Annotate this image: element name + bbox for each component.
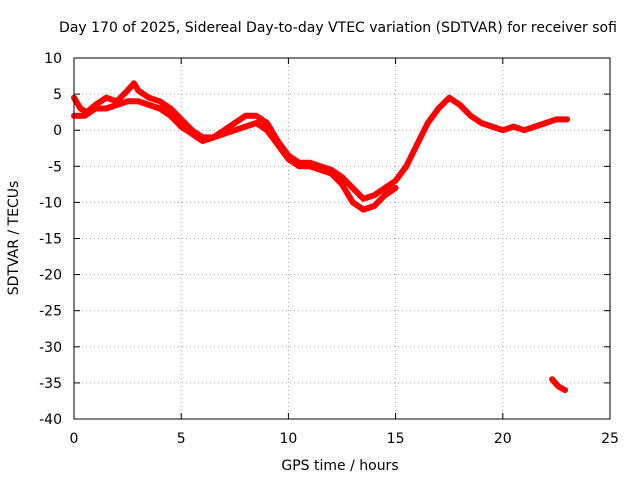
y-tick-label: -5 [48, 159, 62, 175]
y-tick-label: -10 [39, 195, 62, 211]
plot-frame [73, 57, 611, 420]
x-tick-label: 20 [494, 431, 512, 447]
y-axis-label: SDTVAR / TECUs [6, 181, 22, 296]
x-tick-label: 25 [601, 431, 619, 447]
y-tick-label: 10 [44, 51, 62, 67]
y-tick-label: -15 [39, 232, 62, 248]
series-line-1 [71, 80, 571, 202]
y-tick-label: 0 [53, 123, 62, 139]
series-layer [71, 80, 571, 394]
x-tick-label: 15 [387, 431, 405, 447]
x-tick-label: 0 [70, 431, 79, 447]
y-tick-label: -20 [39, 268, 62, 284]
x-tick-label: 10 [279, 431, 297, 447]
series-line-3 [549, 376, 568, 394]
chart-title: Day 170 of 2025, Sidereal Day-to-day VTE… [59, 20, 617, 36]
y-tick-label: -25 [39, 304, 62, 320]
y-tick-label: -30 [39, 340, 62, 356]
tick-layer: 0 5 10 15 20 25 10 5 0 -5 -10 -15 -20 -25 -30 -35 -40 [39, 51, 619, 447]
series-line-2 [71, 98, 399, 213]
y-tick-label: 5 [53, 87, 62, 103]
y-tick-label: -35 [39, 376, 62, 392]
y-tick-label: -40 [39, 412, 62, 428]
x-axis-label: GPS time / hours [281, 458, 398, 474]
grid-layer [74, 58, 610, 419]
x-tick-label: 5 [177, 431, 186, 447]
